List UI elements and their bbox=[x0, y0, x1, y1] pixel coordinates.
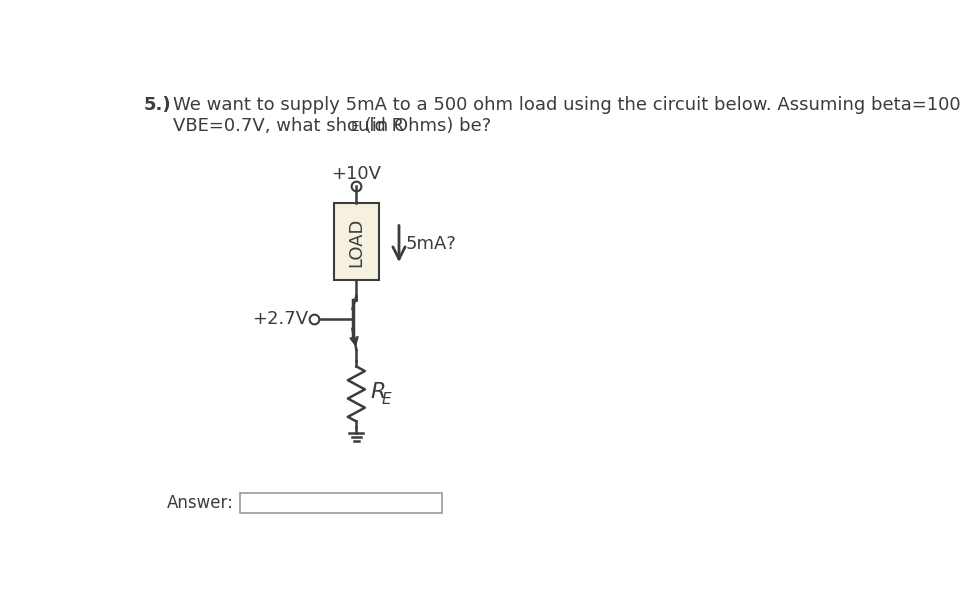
Text: (in Ohms) be?: (in Ohms) be? bbox=[359, 117, 491, 135]
Text: +2.7V: +2.7V bbox=[252, 310, 308, 328]
Text: We want to supply 5mA to a 500 ohm load using the circuit below. Assuming beta=1: We want to supply 5mA to a 500 ohm load … bbox=[173, 95, 960, 114]
Bar bbox=[334, 204, 379, 280]
Text: R: R bbox=[371, 382, 386, 402]
Bar bbox=[240, 493, 442, 513]
Text: E: E bbox=[381, 392, 391, 407]
Text: LOAD: LOAD bbox=[348, 217, 366, 266]
Text: 5.): 5.) bbox=[143, 95, 171, 114]
Text: E: E bbox=[351, 120, 360, 134]
Text: VBE=0.7V, what should R: VBE=0.7V, what should R bbox=[173, 117, 404, 135]
Text: +10V: +10V bbox=[331, 164, 381, 182]
Text: 5mA?: 5mA? bbox=[405, 235, 456, 253]
Text: Answer:: Answer: bbox=[167, 494, 234, 512]
